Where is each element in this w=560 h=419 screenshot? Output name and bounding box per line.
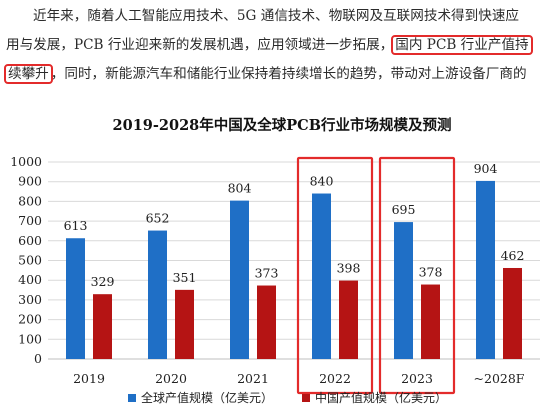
- paragraph-line-2: 用与发展，PCB 行业迎来新的发展机遇，应用领域进一步拓展， 国内 PCB 行业产…: [6, 31, 554, 60]
- y-tick-label: 1000: [10, 154, 42, 169]
- x-tick-label: 2022: [319, 371, 351, 386]
- bars: [66, 180, 522, 359]
- china-value-bar: [257, 285, 276, 359]
- global-value-bar: [394, 222, 413, 359]
- x-tick-label: 2021: [237, 371, 269, 386]
- legend-label: 中国产值规模（亿美元）: [315, 390, 447, 405]
- china-value-bar: [421, 284, 440, 359]
- data-label: 613: [64, 218, 88, 233]
- data-label: 652: [146, 211, 170, 226]
- data-label: 351: [173, 270, 197, 285]
- chart-title: 2019-2028年中国及全球PCB行业市场规模及预测: [113, 116, 452, 134]
- x-tick-label: ~2028F: [474, 371, 525, 386]
- china-value-bar: [339, 280, 358, 359]
- paragraph-line-3: 续攀升 ，同时，新能源汽车和储能行业保持着持续增长的趋势，带动对上游设备厂商的: [4, 60, 554, 89]
- china-value-bar: [93, 294, 112, 359]
- data-labels: 613 329 652 351 804 373 840 398 695 378 904 462: [64, 161, 525, 289]
- y-tick-label: 600: [18, 233, 42, 248]
- y-tick-label: 700: [18, 213, 42, 228]
- data-label: 378: [419, 265, 443, 280]
- data-label: 398: [337, 261, 361, 276]
- gridlines: [48, 161, 540, 360]
- paragraph-line-1: 近年来，随着人工智能应用技术、5G 通信技术、物联网及互联网技术得到快速应: [33, 8, 520, 24]
- y-tick-label: 200: [18, 312, 42, 327]
- paragraph-line-2-text: 用与发展，PCB 行业迎来新的发展机遇，应用领域进一步拓展，: [6, 37, 394, 53]
- data-label: 695: [392, 202, 416, 217]
- china-value-bar: [503, 267, 522, 359]
- global-value-bar: [476, 180, 495, 359]
- global-value-bar: [312, 193, 331, 359]
- data-label: 804: [228, 181, 252, 196]
- x-axis: 2019 2020 2021 2022 2023 ~2028F: [73, 371, 525, 386]
- data-label: 904: [474, 161, 498, 176]
- highlight-box: [378, 156, 456, 395]
- y-tick-label: 300: [18, 292, 42, 307]
- legend-swatch: [128, 394, 136, 402]
- global-value-bar: [148, 230, 167, 359]
- china-value-bar: [175, 289, 194, 359]
- paragraph-line-3-text: ，同时，新能源汽车和储能行业保持着持续增长的趋势，带动对上游设备厂商的: [50, 66, 527, 82]
- intro-paragraph: 近年来，随着人工智能应用技术、5G 通信技术、物联网及互联网技术得到快速应 用与…: [4, 2, 554, 89]
- global-value-bar: [230, 200, 249, 359]
- legend-label: 全球产值规模（亿美元）: [141, 390, 273, 405]
- legend-swatch: [302, 394, 310, 402]
- x-tick-label: 2020: [155, 371, 187, 386]
- data-label: 462: [501, 248, 525, 263]
- highlight-boxes: [296, 156, 456, 395]
- highlighted-phrase-part-2: 续攀升: [4, 64, 53, 84]
- y-axis: 0 100 200 300 400 500 600 700 800 900 1000: [10, 154, 42, 366]
- highlight-box: [296, 156, 374, 395]
- x-tick-label: 2019: [73, 371, 105, 386]
- y-tick-label: 500: [18, 253, 42, 268]
- y-tick-label: 0: [34, 351, 42, 366]
- x-tick-label: 2023: [401, 371, 433, 386]
- pcb-market-chart: 2019-2028年中国及全球PCB行业市场规模及预测 0 100 200 300 40…: [10, 116, 540, 405]
- y-tick-label: 100: [18, 331, 42, 346]
- y-tick-label: 900: [18, 174, 42, 189]
- data-label: 840: [310, 174, 334, 189]
- data-label: 329: [91, 274, 115, 289]
- highlighted-phrase-part-1: 国内 PCB 行业产值持: [391, 35, 533, 55]
- y-tick-label: 400: [18, 272, 42, 287]
- y-tick-label: 800: [18, 193, 42, 208]
- global-value-bar: [66, 238, 85, 359]
- legend: 全球产值规模（亿美元） 中国产值规模（亿美元）: [128, 390, 447, 405]
- data-label: 373: [255, 266, 279, 281]
